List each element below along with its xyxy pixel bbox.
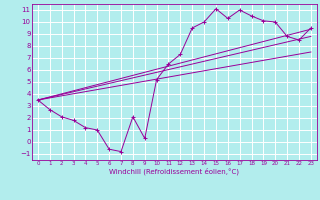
X-axis label: Windchill (Refroidissement éolien,°C): Windchill (Refroidissement éolien,°C) xyxy=(109,168,239,175)
